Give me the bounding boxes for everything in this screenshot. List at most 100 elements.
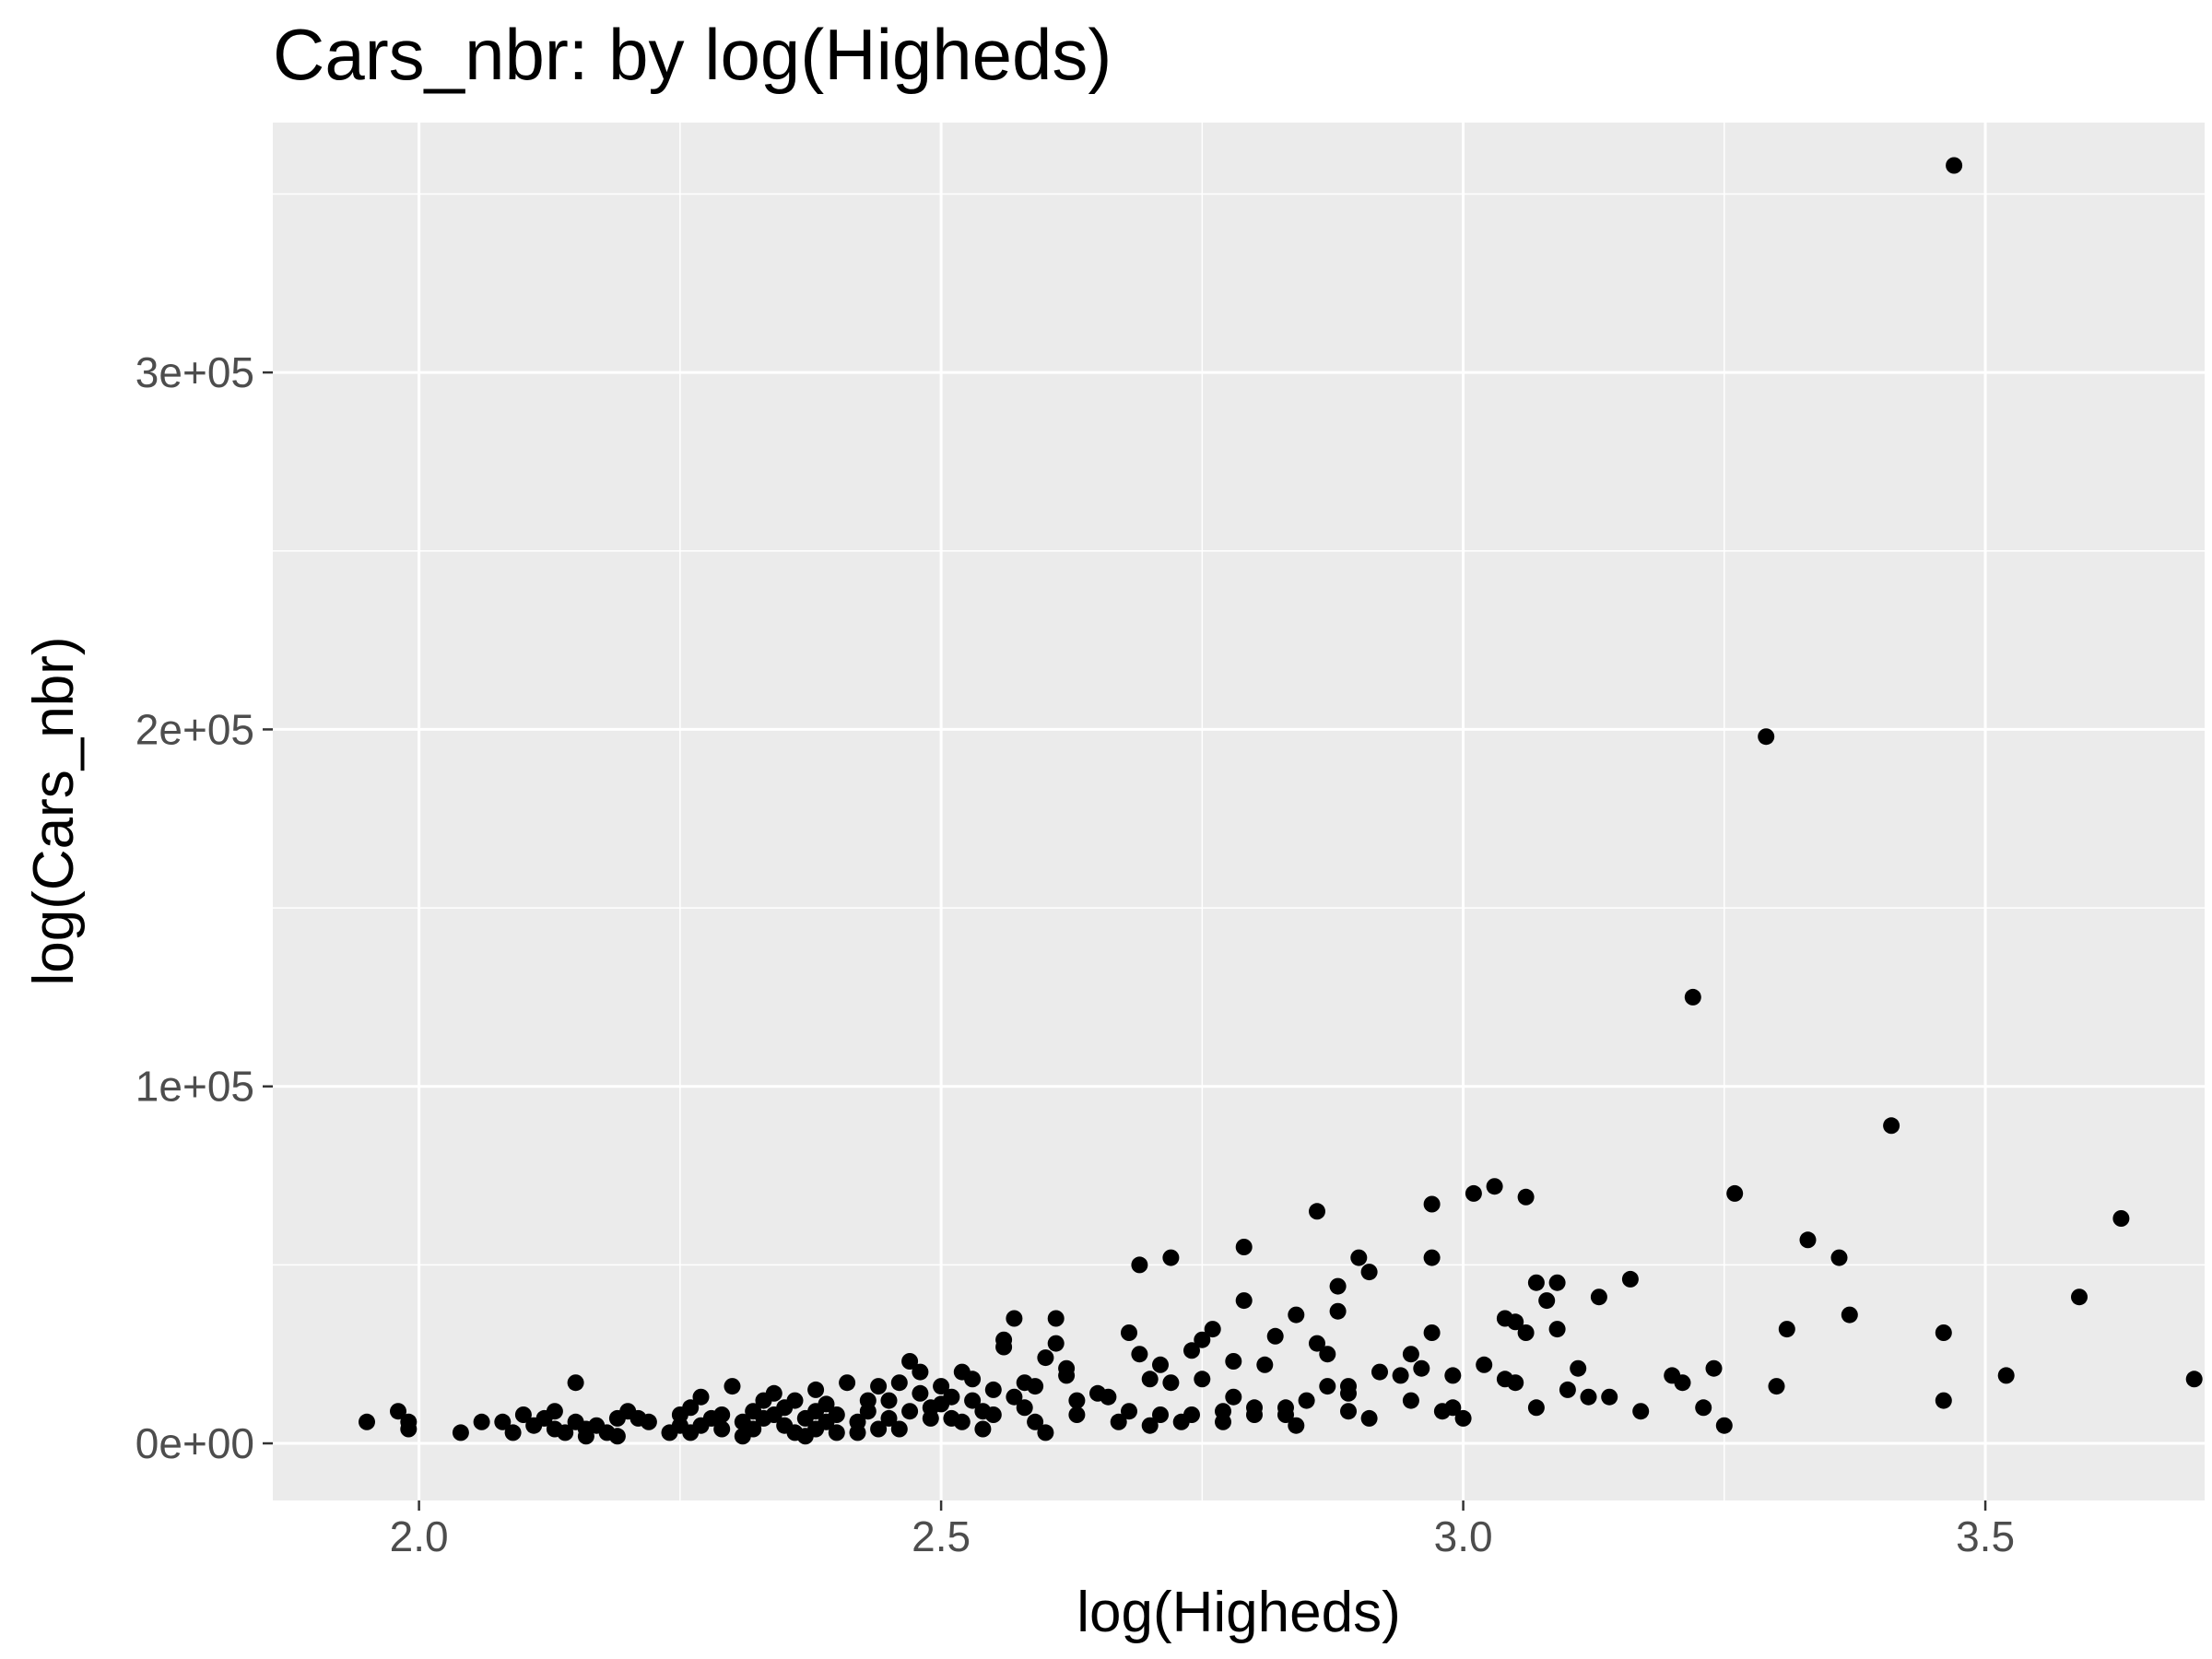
data-point bbox=[713, 1420, 731, 1438]
data-point bbox=[1590, 1288, 1607, 1306]
data-point bbox=[390, 1403, 406, 1420]
y-tick-label: 3e+05 bbox=[135, 348, 254, 396]
data-point bbox=[870, 1420, 888, 1438]
data-point bbox=[1684, 988, 1701, 1006]
data-point bbox=[1674, 1374, 1691, 1392]
data-point bbox=[1799, 1231, 1817, 1249]
data-point bbox=[514, 1406, 532, 1423]
data-point bbox=[1225, 1388, 1242, 1406]
data-point bbox=[1527, 1274, 1545, 1291]
data-point bbox=[1047, 1310, 1065, 1327]
data-point bbox=[1194, 1371, 1211, 1388]
data-point bbox=[1548, 1321, 1566, 1338]
data-point bbox=[1360, 1264, 1378, 1281]
data-point bbox=[1715, 1417, 1733, 1434]
data-point bbox=[1517, 1188, 1535, 1206]
data-point bbox=[745, 1420, 762, 1438]
data-point bbox=[1235, 1239, 1253, 1255]
data-point bbox=[1068, 1392, 1086, 1409]
data-point bbox=[1486, 1178, 1503, 1195]
data-point bbox=[1402, 1346, 1419, 1363]
data-point bbox=[1027, 1378, 1044, 1395]
data-point bbox=[1037, 1349, 1054, 1367]
data-point bbox=[974, 1420, 992, 1438]
x-tick-label: 3.5 bbox=[1956, 1512, 2015, 1560]
data-point bbox=[1121, 1324, 1137, 1341]
data-point bbox=[1141, 1417, 1159, 1434]
data-point bbox=[1997, 1367, 2015, 1384]
data-point bbox=[1266, 1327, 1284, 1345]
data-point bbox=[1277, 1406, 1294, 1423]
data-point bbox=[1621, 1270, 1639, 1288]
data-point bbox=[1360, 1409, 1378, 1427]
data-point bbox=[1027, 1413, 1044, 1430]
data-point bbox=[1507, 1374, 1524, 1392]
data-point bbox=[608, 1428, 626, 1445]
data-point bbox=[1319, 1346, 1336, 1363]
data-point bbox=[1402, 1392, 1419, 1409]
data-point bbox=[1047, 1335, 1065, 1352]
data-point bbox=[1288, 1306, 1305, 1324]
data-point bbox=[1695, 1399, 1712, 1417]
data-point bbox=[933, 1378, 950, 1395]
data-point bbox=[828, 1424, 845, 1441]
data-points bbox=[359, 157, 2203, 1445]
y-tick-label: 2e+05 bbox=[135, 705, 254, 753]
data-point bbox=[1559, 1381, 1576, 1398]
data-point bbox=[1548, 1274, 1566, 1291]
data-point bbox=[943, 1388, 960, 1406]
data-point bbox=[849, 1424, 866, 1441]
data-point bbox=[1476, 1356, 1493, 1373]
data-point bbox=[912, 1363, 929, 1381]
data-point bbox=[1162, 1249, 1180, 1266]
data-point bbox=[1935, 1392, 1952, 1409]
data-point bbox=[922, 1409, 939, 1427]
data-point bbox=[546, 1403, 563, 1420]
data-point bbox=[1883, 1117, 1900, 1135]
data-point bbox=[1121, 1403, 1137, 1420]
data-point bbox=[1100, 1388, 1117, 1406]
data-point bbox=[1225, 1353, 1242, 1370]
data-point bbox=[1465, 1184, 1482, 1202]
data-point bbox=[839, 1374, 856, 1392]
data-point bbox=[880, 1392, 898, 1409]
chart-title: Cars_nbr: by log(Higheds) bbox=[273, 14, 1112, 95]
data-point bbox=[692, 1388, 710, 1406]
data-point bbox=[818, 1395, 835, 1413]
data-point bbox=[1726, 1184, 1744, 1202]
data-point bbox=[1309, 1203, 1325, 1220]
data-point bbox=[567, 1374, 584, 1392]
y-tick-label: 1e+05 bbox=[135, 1063, 254, 1111]
data-point bbox=[1329, 1302, 1347, 1320]
data-point bbox=[640, 1413, 657, 1430]
data-point bbox=[577, 1428, 594, 1445]
data-point bbox=[1246, 1399, 1263, 1417]
data-point bbox=[452, 1424, 469, 1441]
data-point bbox=[1935, 1324, 1952, 1341]
data-point bbox=[1570, 1359, 1587, 1377]
data-point bbox=[1538, 1292, 1556, 1310]
data-point bbox=[1131, 1346, 1148, 1363]
data-point bbox=[1319, 1378, 1336, 1395]
data-point bbox=[1329, 1277, 1347, 1295]
data-point bbox=[1413, 1359, 1430, 1377]
data-point bbox=[880, 1409, 898, 1427]
data-point bbox=[1141, 1371, 1159, 1388]
y-axis-title: log(Cars_nbr) bbox=[22, 636, 86, 985]
x-tick-label: 3.0 bbox=[1434, 1512, 1493, 1560]
data-point bbox=[1162, 1374, 1180, 1392]
data-point bbox=[1152, 1406, 1169, 1423]
data-point bbox=[1340, 1384, 1357, 1402]
data-point bbox=[1058, 1367, 1076, 1384]
data-point bbox=[1705, 1359, 1723, 1377]
data-point bbox=[1758, 728, 1775, 746]
data-point bbox=[1841, 1306, 1858, 1324]
data-point bbox=[1580, 1388, 1597, 1406]
data-point bbox=[504, 1424, 522, 1441]
data-point bbox=[473, 1413, 490, 1430]
data-point bbox=[1423, 1249, 1441, 1266]
x-tick-label: 2.5 bbox=[912, 1512, 971, 1560]
data-point bbox=[901, 1403, 919, 1420]
data-point bbox=[1256, 1356, 1274, 1373]
